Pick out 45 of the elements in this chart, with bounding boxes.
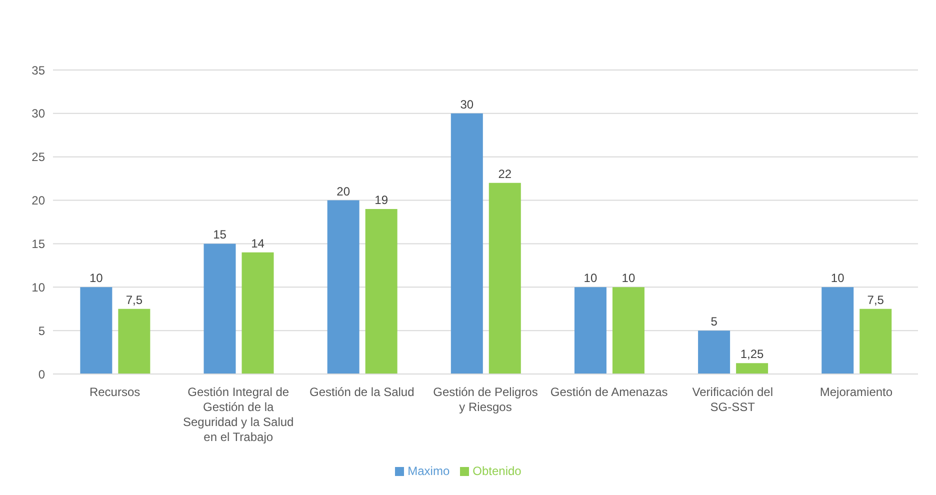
data-label: 19 — [374, 192, 388, 207]
bar — [698, 330, 730, 374]
bar — [450, 113, 483, 374]
bar — [574, 287, 606, 374]
data-label: 7,5 — [867, 292, 884, 307]
y-tick-label: 10 — [32, 280, 46, 294]
data-label: 22 — [498, 166, 512, 181]
legend-label: Obtenido — [472, 464, 522, 478]
x-tick-label: Mejoramiento — [820, 385, 893, 399]
bar — [822, 287, 854, 374]
data-label: 10 — [622, 271, 636, 286]
legend-label: Maximo — [408, 464, 450, 478]
bar — [488, 182, 521, 374]
data-label: 10 — [90, 271, 104, 286]
data-label: 10 — [830, 271, 845, 286]
data-label: 30 — [460, 97, 474, 112]
y-tick-label: 15 — [32, 236, 46, 251]
data-label: 20 — [336, 184, 350, 198]
data-label: 1,25 — [740, 347, 764, 362]
data-label: 7,5 — [126, 292, 143, 307]
bar — [860, 308, 892, 374]
x-tick-label: Gestión de la Salud — [310, 385, 414, 399]
bar — [242, 252, 274, 374]
bar — [204, 244, 236, 374]
y-tick-label: 25 — [32, 150, 46, 164]
data-label: 10 — [584, 271, 598, 286]
bar — [118, 308, 150, 374]
bar — [365, 208, 398, 374]
x-tick-label: Gestión Integral de Gestión de la Seguridad y la Salud en el Trabajo — [182, 385, 294, 444]
data-label: 14 — [251, 236, 265, 250]
x-tick-label: Verificación del SG-SST — [692, 385, 773, 414]
data-label: 15 — [213, 228, 227, 242]
y-tick-label: 35 — [32, 63, 46, 78]
bar — [736, 363, 768, 374]
bar — [612, 287, 644, 374]
data-label: 5 — [710, 314, 718, 329]
y-tick-label: 0 — [38, 367, 46, 382]
y-tick-label: 5 — [38, 324, 46, 338]
y-tick-label: 30 — [32, 106, 46, 121]
x-tick-label: Gestión de Amenazas — [550, 385, 668, 399]
y-tick-label: 20 — [32, 194, 46, 208]
bar — [80, 287, 112, 374]
x-tick-label: Gestión de Peligros y Riesgos — [433, 385, 538, 414]
bar — [327, 200, 360, 374]
x-tick-label: Recursos — [89, 385, 140, 399]
